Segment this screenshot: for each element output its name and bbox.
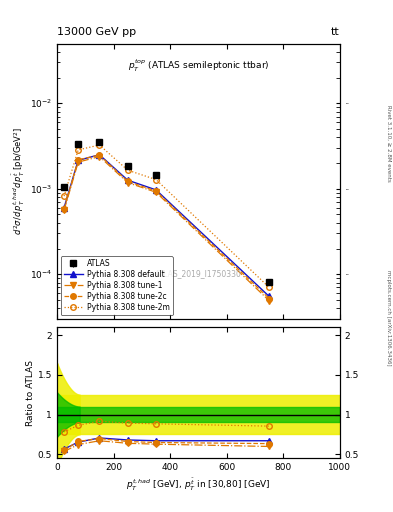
Pythia 8.308 tune-2m bbox=[154, 177, 158, 183]
Pythia 8.308 tune-2m bbox=[267, 285, 272, 291]
Line: Pythia 8.308 tune-2c: Pythia 8.308 tune-2c bbox=[61, 152, 272, 301]
Pythia 8.308 tune-2m bbox=[97, 142, 102, 148]
X-axis label: $p_T^{t,had}$ [GeV], $p_T^{\bar{t}}$ in [30,80] [GeV]: $p_T^{t,had}$ [GeV], $p_T^{\bar{t}}$ in … bbox=[126, 476, 271, 493]
Line: Pythia 8.308 tune-1: Pythia 8.308 tune-1 bbox=[61, 154, 272, 304]
Pythia 8.308 tune-1 bbox=[154, 189, 158, 196]
Pythia 8.308 tune-1 bbox=[267, 297, 272, 304]
Text: Rivet 3.1.10, ≥ 2.8M events: Rivet 3.1.10, ≥ 2.8M events bbox=[386, 105, 391, 182]
Pythia 8.308 tune-1 bbox=[62, 207, 66, 214]
Text: $p_T^{top}$ (ATLAS semileptonic ttbar): $p_T^{top}$ (ATLAS semileptonic ttbar) bbox=[128, 57, 269, 74]
Text: tt: tt bbox=[331, 27, 340, 37]
Pythia 8.308 tune-2m bbox=[125, 167, 130, 173]
Pythia 8.308 tune-2c bbox=[62, 206, 66, 212]
Pythia 8.308 default bbox=[267, 293, 272, 300]
Pythia 8.308 tune-2c bbox=[267, 295, 272, 302]
Y-axis label: Ratio to ATLAS: Ratio to ATLAS bbox=[26, 359, 35, 425]
Legend: ATLAS, Pythia 8.308 default, Pythia 8.308 tune-1, Pythia 8.308 tune-2c, Pythia 8: ATLAS, Pythia 8.308 default, Pythia 8.30… bbox=[61, 257, 173, 315]
Pythia 8.308 tune-2c bbox=[125, 178, 130, 184]
Text: ATLAS_2019_I1750330: ATLAS_2019_I1750330 bbox=[155, 269, 242, 279]
Pythia 8.308 tune-1 bbox=[76, 159, 81, 165]
Pythia 8.308 tune-1 bbox=[125, 180, 130, 186]
Pythia 8.308 tune-2c bbox=[97, 152, 102, 158]
Pythia 8.308 default bbox=[125, 177, 130, 183]
Pythia 8.308 tune-2c bbox=[76, 157, 81, 163]
Pythia 8.308 default bbox=[76, 157, 81, 163]
Text: mcplots.cern.ch [arXiv:1306.3436]: mcplots.cern.ch [arXiv:1306.3436] bbox=[386, 270, 391, 365]
Pythia 8.308 tune-2m bbox=[62, 193, 66, 199]
Pythia 8.308 default bbox=[97, 152, 102, 158]
Pythia 8.308 default bbox=[154, 187, 158, 193]
Pythia 8.308 tune-2m bbox=[76, 147, 81, 153]
Line: Pythia 8.308 tune-2m: Pythia 8.308 tune-2m bbox=[61, 142, 272, 290]
Pythia 8.308 tune-1 bbox=[97, 154, 102, 160]
Text: 13000 GeV pp: 13000 GeV pp bbox=[57, 27, 136, 37]
Line: Pythia 8.308 default: Pythia 8.308 default bbox=[61, 152, 272, 299]
Pythia 8.308 default bbox=[62, 205, 66, 211]
Pythia 8.308 tune-2c bbox=[154, 188, 158, 194]
Y-axis label: $d^2\sigma / d\,p_T^{t,had} d\,p_T^{\bar{t}}$ [pb/GeV$^2$]: $d^2\sigma / d\,p_T^{t,had} d\,p_T^{\bar… bbox=[11, 127, 27, 236]
